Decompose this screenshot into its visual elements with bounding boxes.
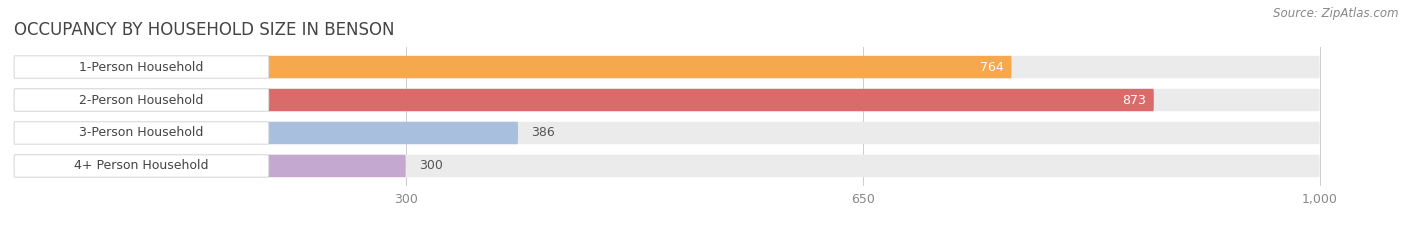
FancyBboxPatch shape [14, 122, 1320, 144]
FancyBboxPatch shape [14, 56, 1011, 78]
FancyBboxPatch shape [14, 155, 269, 177]
FancyBboxPatch shape [14, 155, 1320, 177]
FancyBboxPatch shape [14, 122, 269, 144]
FancyBboxPatch shape [14, 56, 1320, 78]
Text: 873: 873 [1122, 93, 1146, 106]
Text: 4+ Person Household: 4+ Person Household [75, 159, 208, 172]
Text: OCCUPANCY BY HOUSEHOLD SIZE IN BENSON: OCCUPANCY BY HOUSEHOLD SIZE IN BENSON [14, 21, 395, 39]
Text: 3-Person Household: 3-Person Household [79, 127, 204, 140]
FancyBboxPatch shape [14, 155, 406, 177]
FancyBboxPatch shape [14, 56, 269, 78]
Text: 764: 764 [980, 61, 1004, 74]
Text: 300: 300 [419, 159, 443, 172]
Text: 386: 386 [531, 127, 555, 140]
Text: 2-Person Household: 2-Person Household [79, 93, 204, 106]
FancyBboxPatch shape [14, 89, 1154, 111]
FancyBboxPatch shape [14, 89, 269, 111]
FancyBboxPatch shape [14, 122, 517, 144]
Text: 1-Person Household: 1-Person Household [79, 61, 204, 74]
FancyBboxPatch shape [14, 89, 1320, 111]
Text: Source: ZipAtlas.com: Source: ZipAtlas.com [1274, 7, 1399, 20]
